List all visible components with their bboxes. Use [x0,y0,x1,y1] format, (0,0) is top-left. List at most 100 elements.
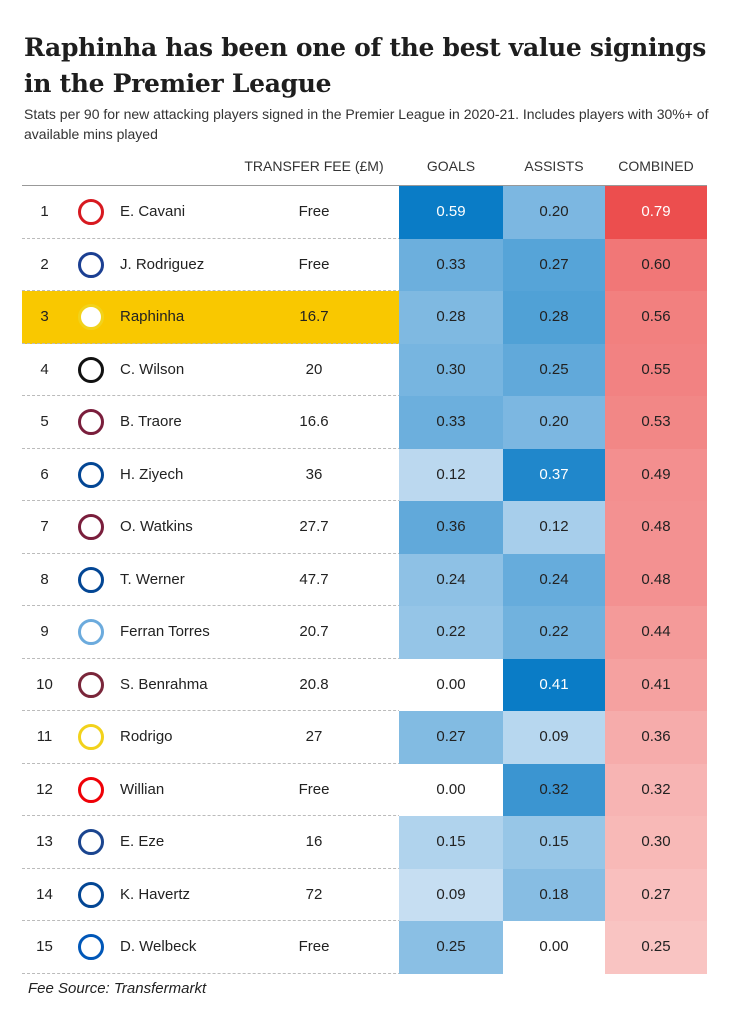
stat-cell: 0.09 [503,711,605,764]
cell-text: E. Cavani [120,203,186,220]
row-separator [22,395,707,396]
column-header: ASSISTS [524,158,584,174]
cell-text: Ferran Torres [120,623,210,640]
stat-cell: 0.56 [605,291,707,344]
stat-cell: 0.00 [503,921,605,974]
table-row: 15 D. Welbeck Free 0.25 0.00 0.25 [22,921,707,974]
cell-text: Willian [120,780,165,798]
cell-text: 4 [40,360,49,378]
stat-cell: 0.00 [399,658,503,711]
stat-cell: 0.33 [399,238,503,291]
cell-text: E. Eze [120,833,165,850]
row-separator [22,237,707,239]
row-separator [22,657,707,659]
table-row: 6 H. Ziyech 36 0.12 0.37 0.49 [22,448,707,501]
table-row: 13 E. Eze 16 0.15 0.15 0.30 [22,816,707,869]
cell-text: 3 [40,308,49,325]
table-row: 8 T. Werner 47.7 0.24 0.24 0.48 [22,553,707,606]
club-logo [78,356,104,383]
table-row: 4 C. Wilson 20 0.30 0.25 0.55 [22,343,707,396]
table-row: 7 O. Watkins 27.7 0.36 0.12 0.48 [22,501,707,554]
stat-cell: 0.12 [503,501,605,554]
stat-cell: 0.53 [605,396,707,449]
stat-cell: 0.30 [399,343,503,396]
stat-cell: 0.15 [399,816,503,869]
cell-text: 12 [36,780,53,798]
stat-cell: 0.15 [503,816,605,869]
cell-text: Free [298,938,330,955]
stat-cell: 0.00 [399,763,503,816]
stat-cell: 0.44 [605,606,707,659]
stat-cell: 0.59 [399,186,503,239]
table-row: 3 Raphinha 16.7 0.28 0.28 0.56 [22,291,707,344]
stat-cell: 0.32 [503,763,605,816]
club-logo [78,829,104,855]
row-separator [22,500,707,501]
cell-text: 16 [305,833,323,850]
table-row: 2 J. Rodriguez Free 0.33 0.27 0.60 [22,238,707,291]
club-logo [78,881,104,908]
stat-cell: 0.41 [605,658,707,711]
club-logo [78,304,104,330]
cell-text: B. Traore [120,413,182,430]
stat-cell: 0.24 [399,553,503,606]
cell-text: 10 [36,675,53,693]
stat-cell: 0.22 [503,606,605,659]
row-separator [22,972,707,974]
club-logo [78,251,104,278]
table-row: 11 Rodrigo 27 0.27 0.09 0.36 [22,711,707,764]
club-logo [78,461,104,488]
club-logo [78,566,104,593]
club-logo [78,724,104,750]
row-separator [22,710,707,711]
cell-text: Free [298,203,330,220]
source: Fee Source: Transfermarkt [28,980,207,997]
stat-cell: 0.27 [399,711,503,764]
column-header: TRANSFER FEE (£M) [244,158,384,174]
cell-text: O. Watkins [120,518,193,535]
table-row: 5 B. Traore 16.6 0.33 0.20 0.53 [22,396,707,449]
stat-cell: 0.30 [605,816,707,869]
row-separator [22,815,707,816]
cell-text: Raphinha [120,308,185,325]
club-logo [78,199,104,225]
stat-cell: 0.28 [503,291,605,344]
cell-text: S. Benrahma [120,675,208,693]
row-separator [22,447,707,449]
subtitle: Stats per 90 for new attacking players s… [24,106,709,142]
cell-text: 27 [305,728,323,745]
cell-text: J. Rodriguez [120,255,205,273]
cell-text: 13 [36,833,53,850]
column-header: COMBINED [618,158,694,174]
cell-text: 11 [36,728,53,745]
club-logo [78,776,104,803]
row-separator [22,867,707,869]
cell-text: 27.7 [299,518,329,535]
table-row: 14 K. Havertz 72 0.09 0.18 0.27 [22,868,707,921]
stat-cell: 0.25 [503,343,605,396]
cell-text: H. Ziyech [120,465,184,483]
cell-text: 8 [40,570,49,588]
stat-cell: 0.37 [503,448,605,501]
cell-text: 7 [40,518,49,535]
cell-text: 15 [36,938,53,955]
stat-cell: 0.20 [503,396,605,449]
stat-cell: 0.20 [503,186,605,239]
row-separator [22,552,707,554]
stat-cell: 0.33 [399,396,503,449]
stat-cell: 0.60 [605,238,707,291]
cell-text: 1 [40,203,49,220]
stat-cell: 0.27 [503,238,605,291]
stat-cell: 0.48 [605,553,707,606]
stat-cell: 0.41 [503,658,605,711]
club-logo [78,934,104,960]
cell-text: 20.7 [299,623,329,640]
cell-text: 20.8 [299,675,329,693]
cell-text: K. Havertz [120,885,191,903]
club-logo [78,409,104,435]
stat-cell: 0.22 [399,606,503,659]
table-row: 1 E. Cavani Free 0.59 0.20 0.79 [22,186,707,239]
cell-text: 72 [305,885,323,903]
row-separator [22,762,707,764]
